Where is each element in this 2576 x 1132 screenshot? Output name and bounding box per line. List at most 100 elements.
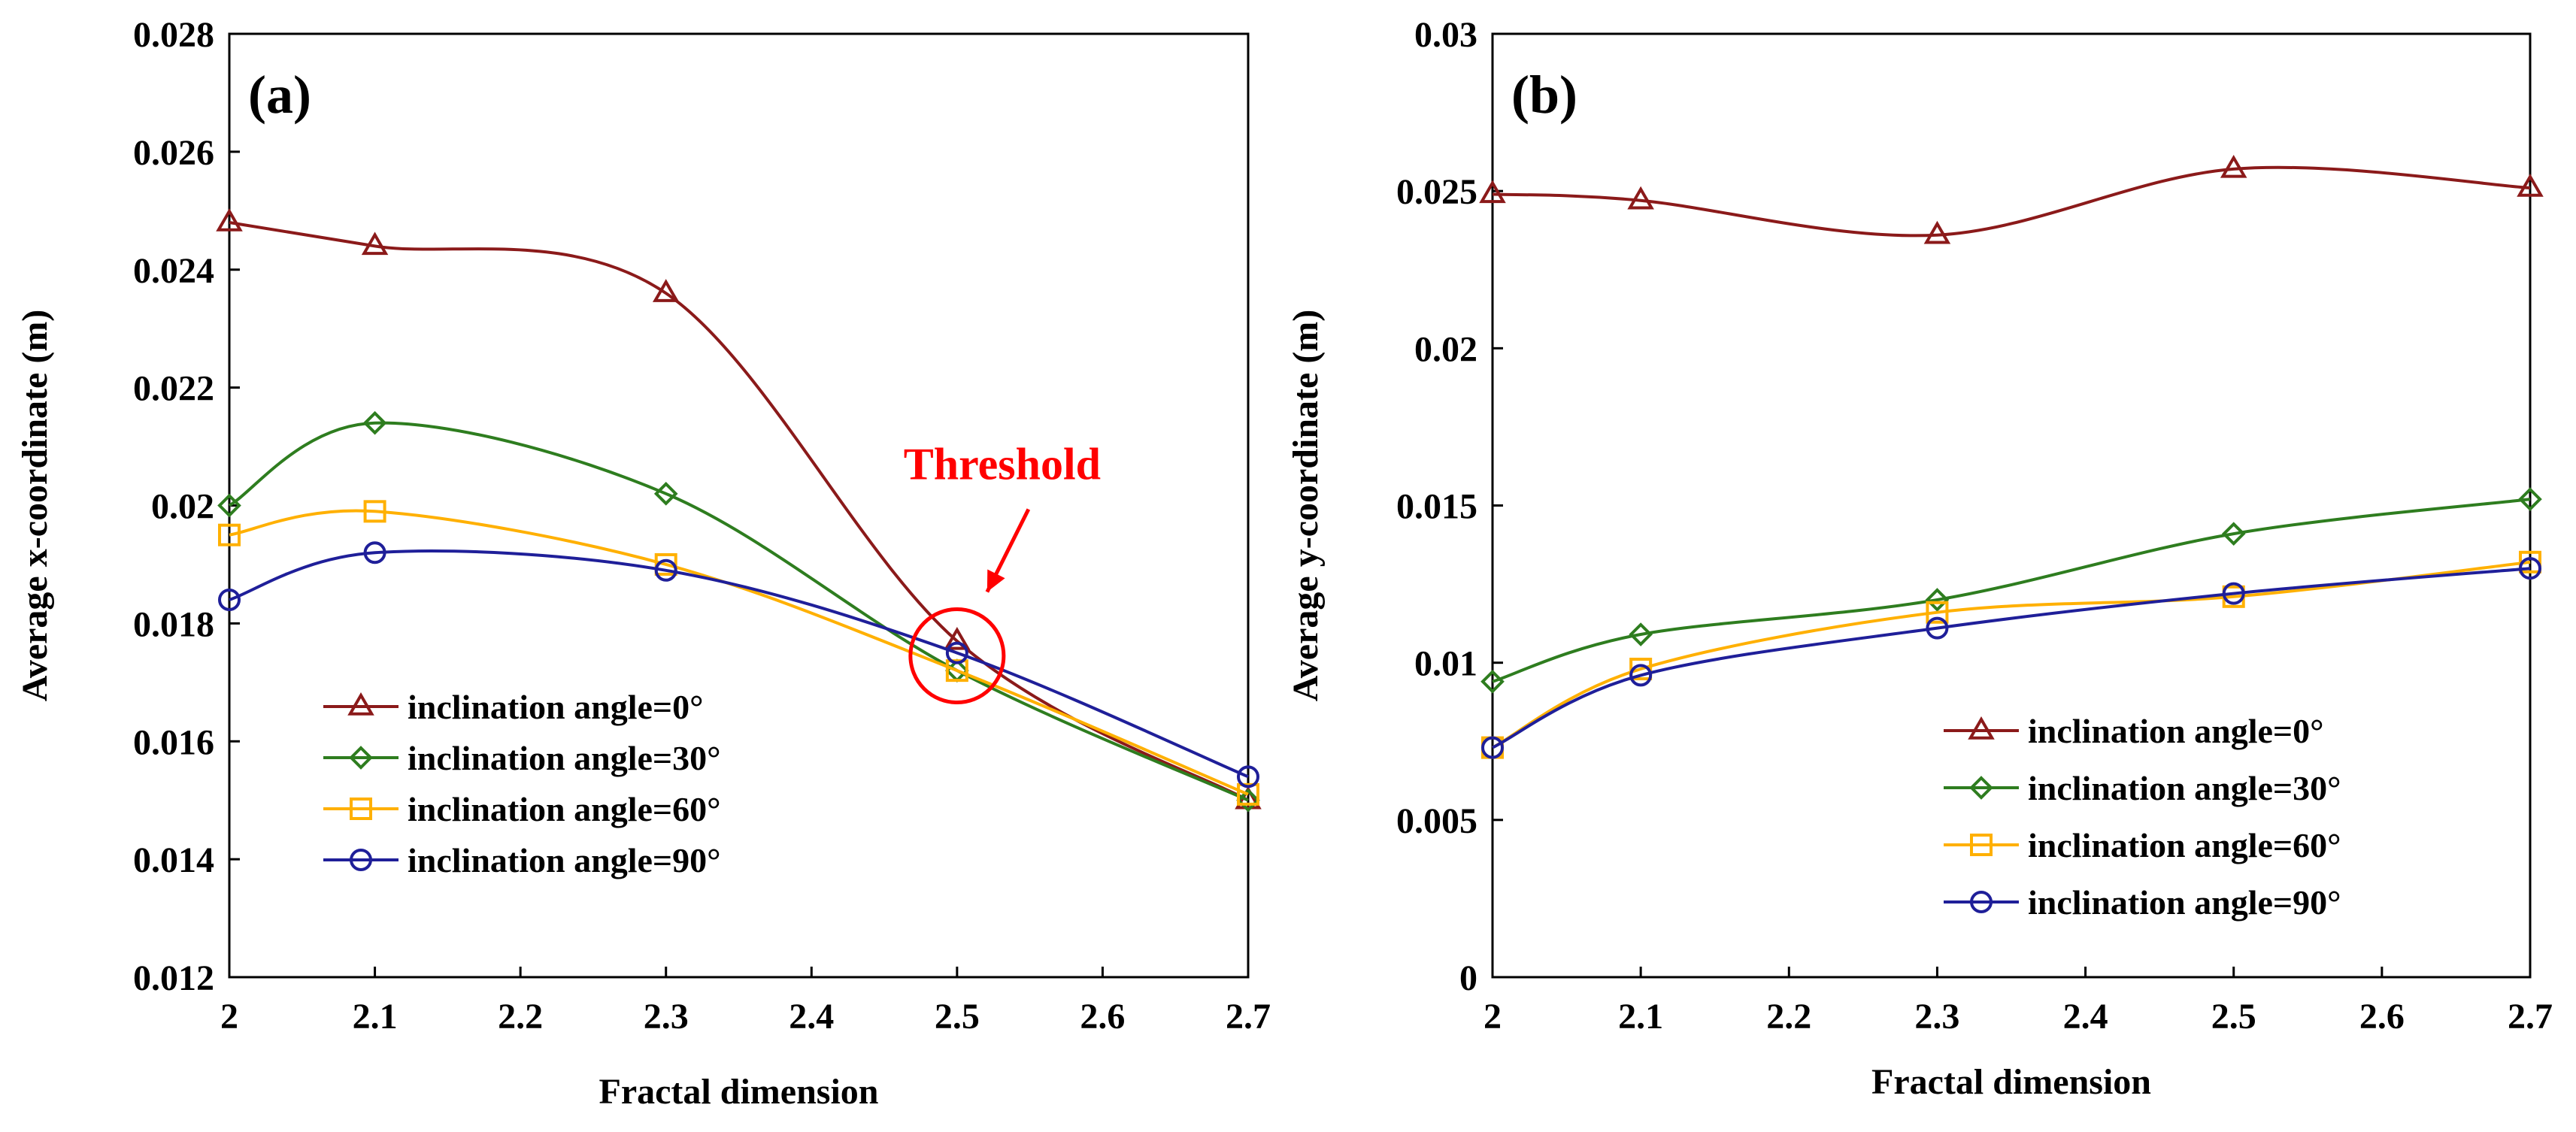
- legend-swatch-marker: [347, 692, 374, 716]
- data-point: [2518, 487, 2542, 511]
- y-tick-label: 0.024: [133, 251, 214, 291]
- data-point: [2221, 522, 2246, 546]
- data-point: [654, 552, 677, 576]
- data-point: [945, 641, 968, 664]
- y-tick-label: 0.02: [1414, 329, 1477, 369]
- y-tick-label: 0.01: [1414, 644, 1477, 684]
- x-tick-label: 2.7: [1226, 997, 1271, 1037]
- data-point: [1480, 669, 1505, 694]
- data-point: [361, 232, 389, 256]
- y-tick-label: 0.015: [1396, 487, 1477, 527]
- data-point: [1926, 601, 1949, 624]
- data-point: [2222, 582, 2245, 605]
- chart-panel-b: 0 0.005 0.01 0.015 0.02 0.025 0.03 2 2.1 2.2 2.3 2.…: [1286, 15, 2553, 1102]
- data-point: [2519, 550, 2541, 574]
- legend-entry: inclination angle=90°: [408, 841, 721, 879]
- panel-label: (b): [1511, 65, 1577, 125]
- legend-entry: inclination angle=60°: [408, 790, 721, 828]
- legend-entry: inclination angle=90°: [2028, 883, 2341, 922]
- series-line: [1492, 560, 2531, 749]
- data-point: [1923, 220, 1951, 244]
- series-line: [229, 509, 1249, 796]
- y-tick-label: 0: [1459, 958, 1477, 998]
- threshold-arrow-head: [986, 569, 1005, 592]
- panel-label: (a): [248, 65, 311, 125]
- x-tick-label: 2.6: [2359, 997, 2405, 1037]
- y-tick-label: 0.018: [133, 604, 214, 644]
- y-tick-label: 0.03: [1414, 15, 1477, 55]
- x-tick-label: 2.5: [935, 997, 980, 1037]
- data-point: [1629, 622, 1653, 646]
- series-line: [228, 421, 1249, 802]
- data-point: [654, 558, 677, 582]
- series-2: [218, 500, 1259, 806]
- series-line: [1492, 165, 2531, 238]
- data-point: [1237, 782, 1259, 806]
- series-3: [1481, 557, 2541, 759]
- legend-swatch-marker: [1970, 834, 1993, 856]
- threshold-circle: [908, 607, 1006, 705]
- legend: inclination angle=0° inclination angle=30…: [1944, 712, 2341, 922]
- threshold-annotation: Threshold: [904, 440, 1101, 705]
- y-axis-title: Average y-coordinate (m): [1286, 310, 1326, 702]
- data-point: [1481, 736, 1504, 759]
- data-point: [363, 500, 386, 523]
- series-line: [1492, 498, 2531, 683]
- x-tick-label: 2.1: [1618, 997, 1663, 1037]
- data-point: [944, 626, 971, 650]
- legend-swatch-marker: [350, 798, 372, 820]
- data-point: [218, 523, 241, 546]
- legend-entry: inclination angle=0°: [408, 688, 704, 726]
- y-tick-label: 0.005: [1396, 801, 1477, 841]
- data-point: [1479, 180, 1506, 204]
- data-point: [1237, 765, 1259, 788]
- data-point: [2517, 174, 2544, 197]
- x-tick-label: 2: [1483, 997, 1502, 1037]
- data-point: [218, 589, 241, 611]
- data-point: [653, 481, 678, 506]
- x-tick-label: 2.3: [644, 997, 689, 1037]
- y-tick-label: 0.022: [133, 369, 214, 409]
- y-tick-label: 0.026: [133, 133, 214, 173]
- threshold-label: Threshold: [904, 440, 1101, 489]
- series-1: [1480, 487, 2542, 694]
- series-line: [229, 549, 1249, 779]
- x-axis-title: Fractal dimension: [599, 1072, 879, 1112]
- data-point: [1236, 788, 1260, 813]
- series-3: [218, 541, 1259, 788]
- data-point: [945, 659, 968, 683]
- chart-panel-a: 0.012 0.014 0.016 0.018 0.02 0.022 0.024 0.026 0…: [15, 15, 1271, 1112]
- legend-entry: inclination angle=60°: [2028, 826, 2341, 864]
- y-tick-label: 0.02: [151, 487, 214, 527]
- y-tick-label: 0.016: [133, 722, 214, 762]
- legend-entry: inclination angle=30°: [408, 739, 721, 777]
- y-tick-label: 0.014: [133, 840, 214, 880]
- series-0: [1479, 154, 2544, 244]
- x-tick-label: 2.5: [2211, 997, 2256, 1037]
- x-tick-label: 2.4: [2063, 997, 2108, 1037]
- data-point: [216, 208, 243, 232]
- x-tick-label: 2.3: [1914, 997, 1959, 1037]
- x-tick-label: 2.2: [1766, 997, 1811, 1037]
- legend-entry: inclination angle=30°: [2028, 769, 2341, 807]
- y-tick-label: 0.028: [133, 15, 214, 55]
- legend: inclination angle=0° inclination angle=30…: [323, 688, 721, 879]
- x-tick-label: 2.4: [789, 997, 834, 1037]
- x-tick-label: 2.7: [2508, 997, 2553, 1037]
- x-tick-label: 2.6: [1080, 997, 1125, 1037]
- data-point: [2519, 557, 2541, 580]
- legend-swatch-marker: [1970, 891, 1993, 913]
- x-tick-label: 2.1: [353, 997, 398, 1037]
- data-point: [2220, 154, 2247, 178]
- data-point: [217, 493, 241, 518]
- data-point: [1629, 658, 1653, 681]
- legend-entry: inclination angle=0°: [2028, 712, 2324, 750]
- legend-swatch-marker: [349, 746, 373, 770]
- x-tick-label: 2.2: [498, 997, 543, 1037]
- data-point: [363, 541, 386, 564]
- legend-swatch-marker: [350, 849, 372, 871]
- legend-swatch-marker: [1969, 776, 1993, 800]
- data-point: [652, 279, 680, 302]
- y-tick-label: 0.012: [133, 958, 214, 998]
